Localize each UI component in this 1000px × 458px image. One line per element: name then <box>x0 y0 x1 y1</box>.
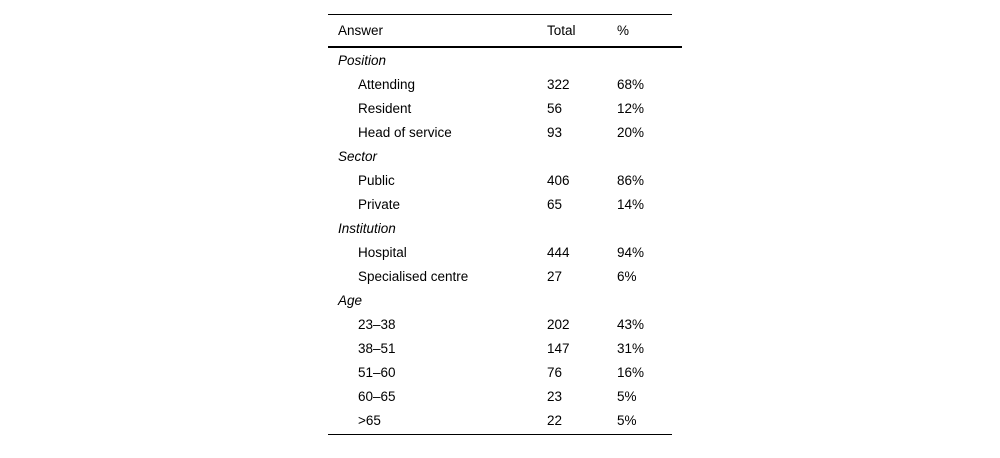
percent-cell: 31% <box>617 341 645 357</box>
total-cell: 444 <box>547 245 570 261</box>
column-header-total: Total <box>547 22 576 38</box>
answer-cell: Hospital <box>358 245 407 261</box>
section-header-row: Sector <box>328 145 682 169</box>
table-row: Head of service 93 20% <box>328 121 682 145</box>
answer-cell: Resident <box>358 101 412 117</box>
answer-cell: 51–60 <box>358 365 396 381</box>
section-label: Sector <box>338 149 378 165</box>
table-row: Attending 322 68% <box>328 73 682 97</box>
data-table: Answer Total % Position Attending 322 68% Re… <box>328 15 682 433</box>
answer-cell: >65 <box>358 413 381 429</box>
section-label: Position <box>338 52 387 68</box>
percent-cell: 16% <box>617 365 645 381</box>
percent-cell: 68% <box>617 77 645 93</box>
answer-cell: 38–51 <box>358 341 396 357</box>
percent-cell: 14% <box>617 197 645 213</box>
header-row: Answer Total % <box>328 15 682 47</box>
percent-cell: 6% <box>617 269 637 285</box>
section-header-row: Institution <box>328 217 682 241</box>
total-cell: 65 <box>547 197 563 213</box>
table-header: Answer Total % <box>328 15 682 47</box>
table-row: 60–65 23 5% <box>328 385 682 409</box>
percent-cell: 12% <box>617 101 645 117</box>
total-cell: 147 <box>547 341 570 357</box>
total-cell: 56 <box>547 101 563 117</box>
table-body: Position Attending 322 68% Resident 56 12% Head… <box>328 47 682 433</box>
percent-cell: 94% <box>617 245 645 261</box>
section-label: Age <box>338 293 363 309</box>
column-header-percent: % <box>617 22 630 38</box>
answer-cell: Attending <box>358 77 416 93</box>
answer-cell: Public <box>358 173 395 189</box>
percent-cell: 20% <box>617 125 645 141</box>
answer-cell: 23–38 <box>358 317 396 333</box>
table-row: 51–60 76 16% <box>328 361 682 385</box>
table-row: Resident 56 12% <box>328 97 682 121</box>
total-cell: 23 <box>547 389 563 405</box>
survey-demographics-table: Answer Total % Position Attending 322 68% Re… <box>328 14 682 435</box>
answer-cell: Head of service <box>358 125 452 141</box>
percent-cell: 5% <box>617 389 637 405</box>
percent-cell: 86% <box>617 173 645 189</box>
total-cell: 22 <box>547 413 563 429</box>
total-cell: 27 <box>547 269 563 285</box>
table-row: Public 406 86% <box>328 169 682 193</box>
table-row: 38–51 147 31% <box>328 337 682 361</box>
total-cell: 322 <box>547 77 570 93</box>
answer-cell: 60–65 <box>358 389 396 405</box>
section-header-row: Age <box>328 289 682 313</box>
table-row: Hospital 444 94% <box>328 241 682 265</box>
table-row: 23–38 202 43% <box>328 313 682 337</box>
section-header-row: Position <box>328 47 682 73</box>
percent-cell: 43% <box>617 317 645 333</box>
section-label: Institution <box>338 221 396 237</box>
table-row: Private 65 14% <box>328 193 682 217</box>
total-cell: 93 <box>547 125 563 141</box>
percent-cell: 5% <box>617 413 637 429</box>
table-row: >65 22 5% <box>328 409 682 433</box>
total-cell: 406 <box>547 173 570 189</box>
table-row: Specialised centre 27 6% <box>328 265 682 289</box>
answer-cell: Specialised centre <box>358 269 469 285</box>
total-cell: 202 <box>547 317 570 333</box>
answer-cell: Private <box>358 197 401 213</box>
column-header-answer: Answer <box>338 22 384 38</box>
total-cell: 76 <box>547 365 563 381</box>
